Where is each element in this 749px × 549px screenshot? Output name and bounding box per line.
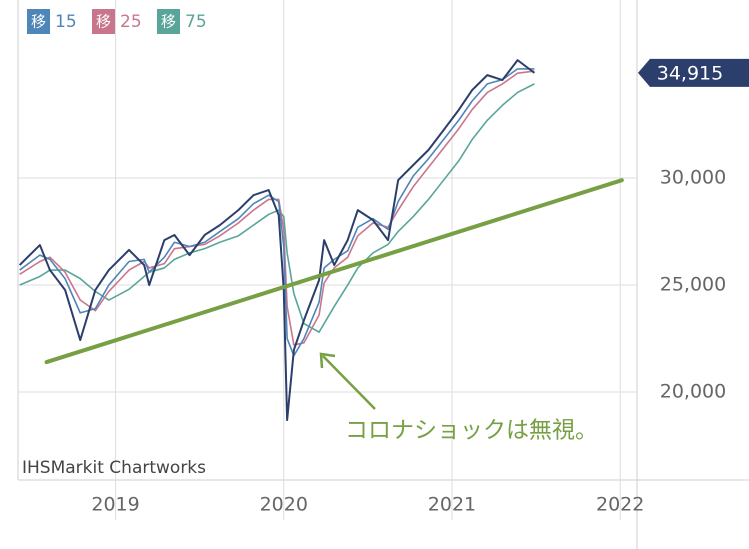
trend-line bbox=[44, 178, 624, 365]
last-value-label: 34,915 bbox=[657, 62, 723, 84]
legend-label: 15 bbox=[55, 12, 77, 32]
annotation-arrowhead bbox=[319, 352, 336, 369]
ma-line bbox=[19, 83, 535, 333]
annotation-arrow bbox=[322, 355, 376, 410]
legend-mark: 移 bbox=[96, 13, 111, 31]
ma-line bbox=[19, 70, 535, 346]
legend-mark: 移 bbox=[31, 13, 46, 31]
legend-swatch bbox=[27, 9, 50, 34]
plot-layer bbox=[18, 0, 637, 520]
last-value-tag bbox=[638, 58, 749, 87]
watermark: IHSMarkit Chartworks bbox=[22, 458, 206, 478]
price-line bbox=[18, 59, 535, 422]
legend-swatch bbox=[157, 9, 180, 34]
y-tick-label: 25,000 bbox=[660, 274, 726, 296]
legend-swatch bbox=[92, 9, 115, 34]
legend-label: 25 bbox=[120, 12, 142, 32]
y-tick-label: 30,000 bbox=[660, 167, 726, 189]
x-tick-label: 2019 bbox=[91, 494, 139, 516]
annotation: コロナショックは無視。 bbox=[345, 418, 598, 444]
ma-line bbox=[19, 68, 535, 357]
legend-mark: 移 bbox=[161, 13, 176, 31]
x-tick-label: 2022 bbox=[596, 494, 644, 516]
legend-label: 75 bbox=[185, 12, 207, 32]
y-tick-label: 20,000 bbox=[660, 381, 726, 403]
x-tick-label: 2020 bbox=[260, 494, 308, 516]
x-tick-label: 2021 bbox=[428, 494, 476, 516]
